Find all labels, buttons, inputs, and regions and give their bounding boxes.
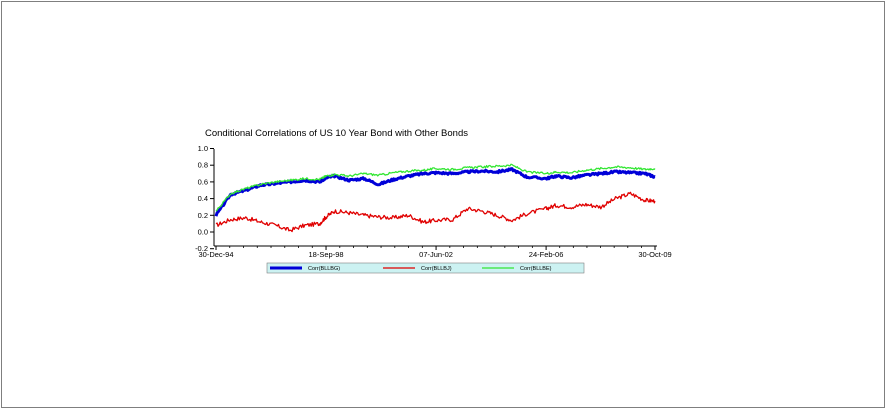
legend-label: Corr(BLLBG): [308, 266, 340, 272]
legend-label: Corr(BLLBJ): [421, 266, 452, 272]
y-tick-label: 1.0: [198, 144, 208, 153]
y-tick-label: 0.2: [198, 211, 208, 220]
series-line-2: [215, 163, 656, 212]
x-tick-label: 30-Dec-94: [198, 250, 233, 259]
chart-title: Conditional Correlations of US 10 Year B…: [205, 128, 468, 139]
x-tick-label: 07-Jun-02: [419, 250, 453, 259]
series-line-1: [215, 191, 656, 233]
chart-series: [214, 163, 656, 233]
series-line-0: [214, 167, 656, 217]
x-tick-label: 24-Feb-06: [529, 250, 564, 259]
legend-box: [266, 262, 585, 274]
legend-label: Corr(BLLBE): [520, 266, 552, 272]
y-tick-label: -0.2: [195, 244, 208, 253]
chart-axes: -0.2 0.0 0.2 0.4 0.6 0.8 1.0 30-Dec-94 18-Sep-98…: [195, 144, 672, 259]
x-tick-label: 18-Sep-98: [309, 250, 344, 259]
y-tick-label: 0.8: [198, 161, 208, 170]
chart-legend: Corr(BLLBG) Corr(BLLBJ) Corr(BLLBE): [266, 262, 585, 274]
y-tick-label: 0.4: [198, 194, 208, 203]
y-tick-label: 0.0: [198, 228, 208, 237]
x-tick-label: 30-Oct-09: [638, 250, 671, 259]
y-tick-label: 0.6: [198, 177, 208, 186]
